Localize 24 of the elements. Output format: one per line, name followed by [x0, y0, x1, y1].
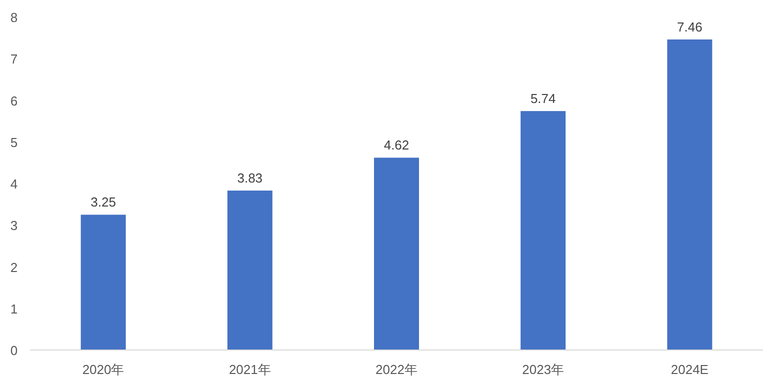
- y-tick-label: 3: [10, 218, 18, 234]
- data-label: 5.74: [530, 91, 556, 106]
- data-label: 3.83: [237, 170, 263, 186]
- y-tick-label: 7: [10, 52, 18, 67]
- bar: [667, 39, 712, 350]
- bar: [80, 214, 126, 350]
- x-tick-label: 2020年: [82, 362, 124, 377]
- x-tick-label: 2021年: [228, 362, 271, 377]
- y-tick-label: 8: [10, 10, 18, 25]
- x-tick-label: 2023年: [522, 362, 564, 377]
- bar: [520, 111, 566, 350]
- y-tick-label: 2: [10, 260, 18, 275]
- y-tick-label: 0: [10, 343, 18, 358]
- y-tick-label: 6: [10, 93, 18, 108]
- x-tick-label: 2022年: [376, 362, 418, 377]
- data-label: 7.46: [677, 19, 702, 34]
- data-label: 4.62: [384, 138, 410, 153]
- bar: [227, 190, 272, 350]
- y-tick-label: 1: [10, 301, 18, 316]
- bar: [374, 158, 419, 350]
- y-tick-label: 5: [10, 134, 18, 150]
- data-label: 3.25: [90, 194, 116, 210]
- x-tick-label: 2024E: [670, 362, 709, 377]
- y-tick-label: 4: [10, 176, 18, 192]
